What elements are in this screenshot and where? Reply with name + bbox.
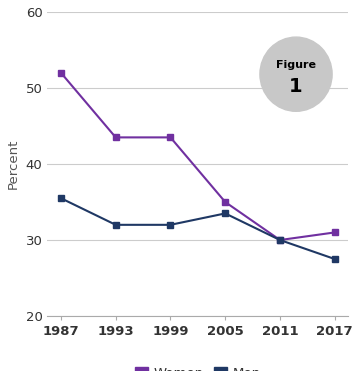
Men — [332, 257, 337, 261]
Text: Figure: Figure — [276, 60, 316, 70]
Women — [223, 200, 227, 204]
Women — [332, 230, 337, 234]
Women — [113, 135, 118, 139]
Women — [168, 135, 173, 139]
Women — [278, 238, 282, 242]
Men — [168, 223, 173, 227]
Y-axis label: Percent: Percent — [7, 139, 20, 189]
Line: Men: Men — [57, 195, 338, 263]
Men — [59, 196, 63, 200]
Men — [113, 223, 118, 227]
Men — [278, 238, 282, 242]
Text: 1: 1 — [289, 76, 303, 96]
Legend: Women, Men: Women, Men — [130, 362, 266, 371]
Line: Women: Women — [57, 69, 338, 243]
Women — [59, 70, 63, 75]
Men — [223, 211, 227, 216]
